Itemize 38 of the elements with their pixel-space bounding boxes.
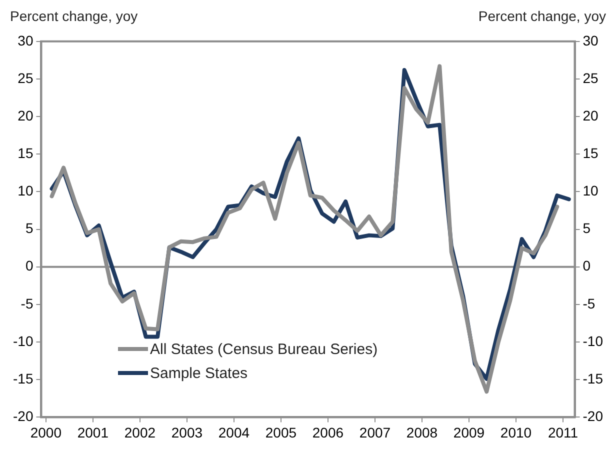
y-tick-label: 25 <box>18 70 34 86</box>
y2-tick-label: 0 <box>582 258 591 274</box>
x-tick-label: 2007 <box>359 424 391 440</box>
y-tick-label: 0 <box>25 258 34 274</box>
y-tick-label: 5 <box>25 220 34 236</box>
y-tick-label: -10 <box>13 332 34 349</box>
y-tick-label: 10 <box>18 182 34 199</box>
y-tick-label: 15 <box>18 145 34 161</box>
y2-tick-label: 25 <box>582 70 599 86</box>
x-tick-label: 2008 <box>406 424 438 440</box>
y2-tick-label: 20 <box>582 107 599 124</box>
y2-tick-label: 5 <box>582 220 591 236</box>
y-axis-title: Percent change, yoy <box>10 8 138 26</box>
y-tick-label: 30 <box>18 32 34 48</box>
y2-tick-label: 15 <box>582 145 599 161</box>
x-tick-label: 2002 <box>124 424 156 440</box>
x-tick-label: 2000 <box>30 424 62 440</box>
x-tick-label: 2004 <box>218 424 250 440</box>
y-tick-label: -20 <box>13 408 34 424</box>
y2-tick-label: -20 <box>582 408 604 424</box>
y2-tick-label: -10 <box>582 332 604 349</box>
x-tick-label: 2006 <box>312 424 344 440</box>
y-tick-label: 20 <box>18 107 34 124</box>
y2-axis-title: Percent change, yoy <box>478 8 606 26</box>
y2-tick-label: 10 <box>582 182 599 199</box>
y2-tick-label: -5 <box>582 295 596 312</box>
x-tick-label: 2009 <box>453 424 485 440</box>
y-tick-label: -15 <box>13 370 34 386</box>
legend-label: Sample States <box>150 364 248 382</box>
legend-label: All States (Census Bureau Series) <box>150 340 378 358</box>
x-tick-label: 2010 <box>500 424 532 440</box>
x-tick-label: 2001 <box>77 424 109 440</box>
x-tick-label: 2003 <box>171 424 203 440</box>
y2-tick-label: -15 <box>582 370 604 386</box>
x-tick-label: 2011 <box>548 424 578 440</box>
y2-tick-label: 30 <box>582 32 599 48</box>
y-tick-label: -5 <box>20 295 34 312</box>
x-tick-label: 2005 <box>265 424 297 440</box>
